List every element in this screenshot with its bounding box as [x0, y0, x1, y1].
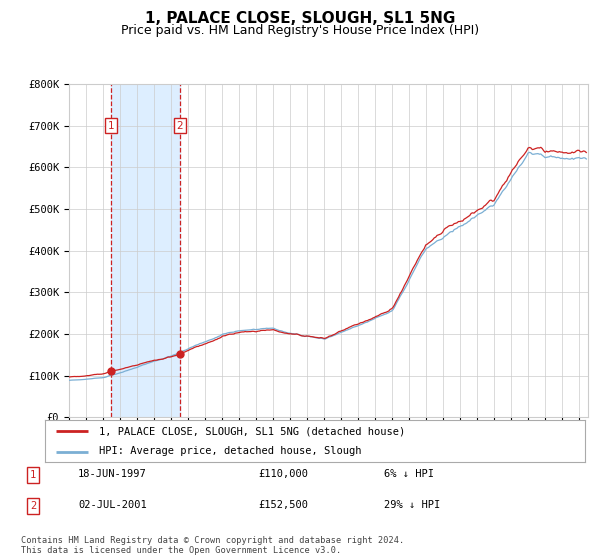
Text: 29% ↓ HPI: 29% ↓ HPI: [384, 500, 440, 510]
Text: 1: 1: [30, 470, 36, 480]
Text: 1: 1: [107, 120, 114, 130]
Text: Contains HM Land Registry data © Crown copyright and database right 2024.
This d: Contains HM Land Registry data © Crown c…: [21, 536, 404, 556]
Text: 2: 2: [176, 120, 183, 130]
Text: 02-JUL-2001: 02-JUL-2001: [78, 500, 147, 510]
Text: 18-JUN-1997: 18-JUN-1997: [78, 469, 147, 479]
Text: 6% ↓ HPI: 6% ↓ HPI: [384, 469, 434, 479]
Text: 1, PALACE CLOSE, SLOUGH, SL1 5NG (detached house): 1, PALACE CLOSE, SLOUGH, SL1 5NG (detach…: [99, 426, 405, 436]
Text: £110,000: £110,000: [258, 469, 308, 479]
Bar: [111, 84, 179, 417]
Text: 1, PALACE CLOSE, SLOUGH, SL1 5NG: 1, PALACE CLOSE, SLOUGH, SL1 5NG: [145, 11, 455, 26]
Text: £152,500: £152,500: [258, 500, 308, 510]
Text: 2: 2: [30, 501, 36, 511]
Text: Price paid vs. HM Land Registry's House Price Index (HPI): Price paid vs. HM Land Registry's House …: [121, 24, 479, 37]
Text: HPI: Average price, detached house, Slough: HPI: Average price, detached house, Slou…: [99, 446, 361, 456]
